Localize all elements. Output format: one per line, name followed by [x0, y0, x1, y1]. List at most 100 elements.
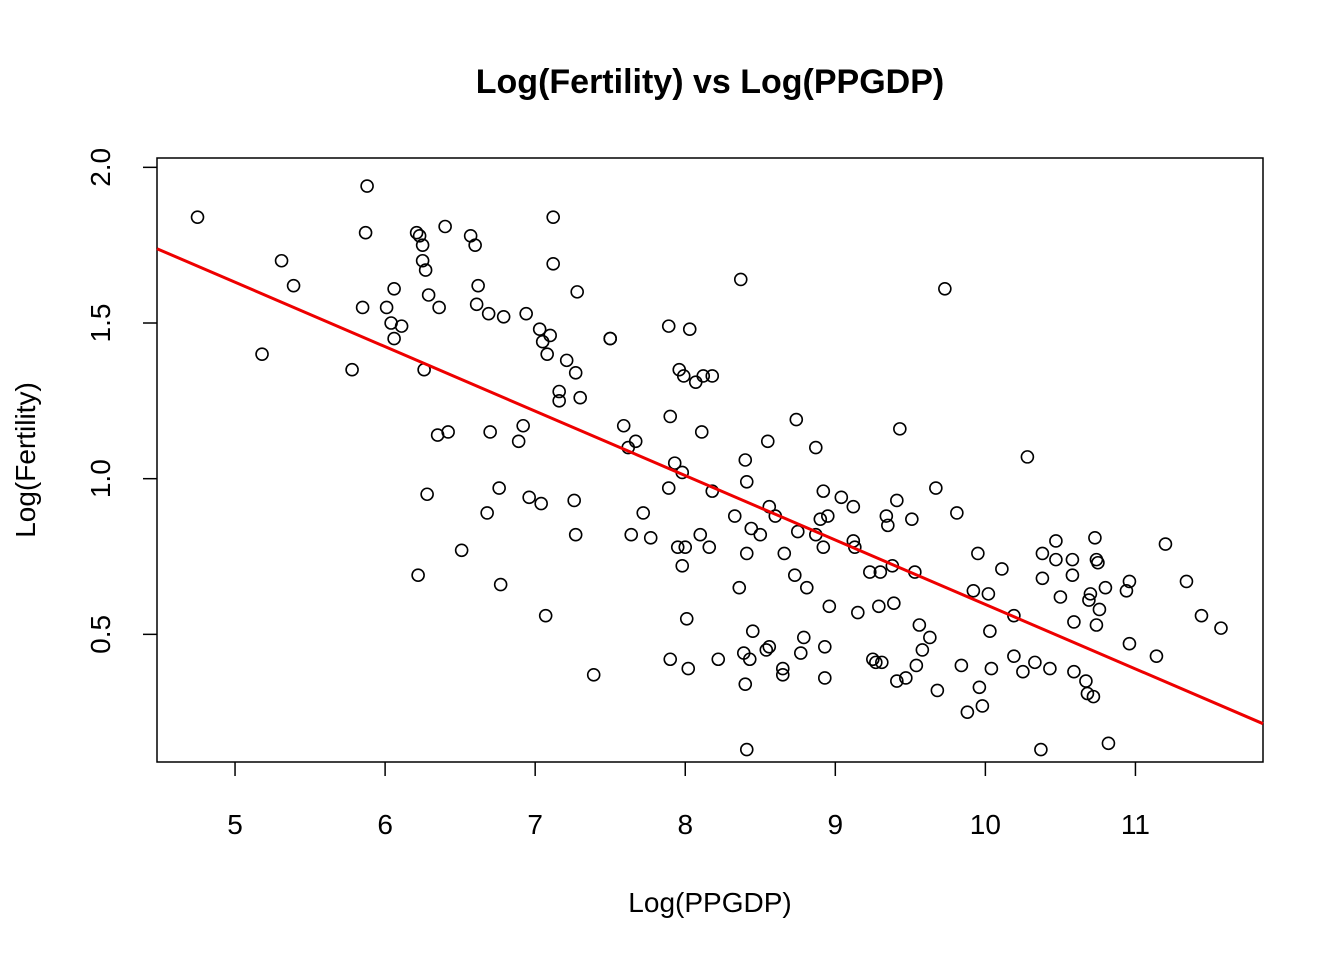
data-point [799, 580, 814, 595]
data-point [1179, 574, 1194, 589]
regression-line [156, 247, 1264, 726]
data-point [663, 652, 678, 667]
data-point [905, 512, 919, 526]
data-point [930, 683, 945, 698]
data-point [822, 599, 837, 614]
data-point [923, 630, 937, 645]
data-point [796, 630, 811, 645]
data-point [546, 210, 560, 224]
data-point [678, 540, 693, 554]
data-point [511, 434, 526, 449]
data-point [1020, 450, 1035, 464]
data-point [1214, 621, 1228, 635]
data-point [818, 671, 832, 685]
data-point [628, 434, 643, 449]
data-point [875, 655, 889, 670]
data-point [540, 347, 554, 361]
data-point [899, 671, 913, 685]
data-point [705, 369, 720, 383]
data-point [816, 484, 831, 498]
data-point [586, 668, 601, 682]
data-point [471, 278, 485, 293]
x-tick-label: 7 [527, 809, 543, 840]
data-point [739, 742, 754, 757]
data-point [538, 608, 553, 623]
data-point [984, 661, 999, 676]
data-point [821, 509, 835, 523]
data-point [1028, 655, 1042, 670]
data-point [887, 596, 901, 611]
data-point [869, 655, 883, 670]
data-point [679, 611, 694, 626]
x-tick-label: 10 [970, 809, 1001, 840]
data-point [893, 422, 907, 436]
data-point [851, 605, 865, 620]
data-point [983, 624, 997, 639]
data-point [675, 559, 690, 573]
data-point [738, 453, 753, 467]
data-point [481, 306, 496, 321]
data-point [415, 253, 430, 268]
data-point [682, 322, 697, 337]
data-point [1007, 649, 1021, 663]
data-point [274, 253, 289, 268]
data-point [681, 661, 696, 676]
data-point [881, 518, 895, 533]
data-point [420, 487, 434, 502]
data-point [694, 425, 709, 439]
data-point [415, 238, 430, 252]
data-point [360, 179, 374, 193]
data-point [1082, 593, 1096, 607]
data-point [909, 658, 924, 673]
regression-line-layer [156, 247, 1264, 726]
data-point [573, 390, 587, 405]
y-axis-label: Log(Fertility) [10, 382, 41, 538]
data-point [753, 527, 768, 542]
data-point [777, 546, 792, 561]
data-point [421, 288, 436, 302]
data-point [568, 527, 583, 542]
data-point [727, 509, 742, 523]
data-point [387, 331, 401, 346]
data-point [1122, 636, 1137, 651]
data-point [1119, 583, 1134, 598]
data-point [1101, 736, 1116, 751]
data-point [954, 658, 969, 673]
data-point [468, 238, 482, 252]
data-point [744, 521, 759, 536]
data-point [552, 394, 566, 408]
x-tick-label: 8 [677, 809, 693, 840]
x-axis-label: Log(PPGDP) [628, 887, 791, 918]
data-point [929, 481, 943, 495]
data-point [1092, 602, 1107, 617]
data-point [546, 257, 560, 271]
y-tick-label: 2.0 [85, 148, 116, 187]
data-point [696, 369, 711, 383]
data-point [1098, 580, 1113, 595]
data-points [190, 179, 1228, 757]
data-point [760, 434, 775, 449]
data-point [1053, 590, 1068, 604]
data-point [1067, 664, 1081, 679]
x-tick-label: 11 [1121, 809, 1150, 840]
data-point [813, 512, 828, 526]
data-point [693, 527, 708, 542]
data-point [975, 699, 990, 713]
data-point [534, 496, 548, 511]
data-point [971, 546, 985, 561]
data-point [1194, 608, 1209, 623]
data-point [818, 640, 832, 654]
plot-frame [156, 157, 1264, 763]
data-point [790, 524, 805, 539]
data-point [394, 319, 409, 333]
data-point [846, 499, 861, 514]
data-point [738, 677, 753, 691]
data-point [789, 412, 804, 427]
data-point [411, 568, 425, 582]
data-point [1122, 574, 1137, 589]
data-point [532, 322, 547, 337]
data-point [995, 562, 1009, 576]
data-point [775, 661, 790, 676]
data-point [480, 506, 494, 520]
